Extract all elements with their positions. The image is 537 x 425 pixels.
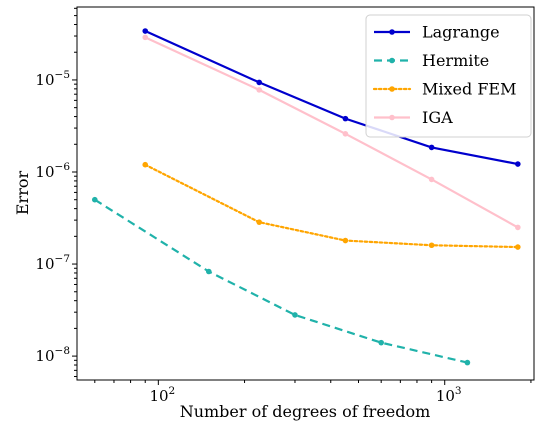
data-point bbox=[515, 224, 521, 231]
data-point bbox=[256, 87, 262, 93]
y-tick-label: 10−6 bbox=[35, 161, 70, 181]
legend-item: Mixed FEM bbox=[372, 80, 516, 99]
series-line bbox=[144, 163, 519, 249]
data-point bbox=[342, 115, 349, 122]
data-point bbox=[464, 359, 471, 366]
data-point bbox=[342, 237, 349, 244]
data-point bbox=[515, 161, 521, 167]
plot-area bbox=[91, 28, 521, 366]
data-point bbox=[256, 79, 262, 86]
y-tick-label: 10−5 bbox=[35, 69, 70, 89]
series-hermite bbox=[91, 196, 471, 366]
legend-label: Mixed FEM bbox=[422, 80, 516, 99]
x-tick-label: 103 bbox=[436, 385, 462, 405]
series-mixed-fem bbox=[142, 161, 521, 250]
data-point bbox=[428, 176, 435, 183]
legend-item: Lagrange bbox=[374, 23, 500, 42]
legend-box bbox=[365, 14, 532, 138]
legend-marker bbox=[389, 57, 395, 64]
data-point bbox=[292, 312, 298, 318]
x-tick-label: 102 bbox=[149, 385, 175, 405]
data-point bbox=[205, 268, 212, 275]
data-point bbox=[428, 144, 435, 151]
legend-item: Hermite bbox=[374, 51, 489, 70]
legend-label: IGA bbox=[422, 108, 453, 127]
legend-label: Lagrange bbox=[422, 23, 500, 42]
data-point bbox=[256, 219, 262, 225]
legend-marker bbox=[389, 29, 395, 35]
series-lagrange bbox=[142, 28, 521, 167]
data-point bbox=[91, 196, 98, 203]
legend-marker bbox=[389, 86, 395, 92]
data-point bbox=[515, 244, 521, 250]
data-point bbox=[142, 28, 149, 34]
data-point bbox=[142, 161, 149, 168]
legend-label: Hermite bbox=[422, 51, 489, 70]
plot-frame bbox=[76, 6, 535, 381]
data-point bbox=[378, 339, 384, 346]
legend: Lagrange Hermite Mixed FEM IGA bbox=[365, 14, 532, 138]
legend-item: IGA bbox=[374, 108, 453, 127]
data-point bbox=[428, 242, 435, 249]
axis-ticks: 102 103 10−8 10−7 10−6 10−5 bbox=[35, 7, 532, 405]
y-tick-label: 10−7 bbox=[35, 253, 70, 273]
y-axis-label: Error bbox=[13, 171, 32, 216]
legend-marker bbox=[389, 114, 395, 121]
series-iga bbox=[142, 34, 521, 231]
y-tick-label: 10−8 bbox=[35, 345, 70, 365]
series-line bbox=[94, 198, 468, 364]
x-axis-label: Number of degrees of freedom bbox=[180, 402, 431, 421]
data-point bbox=[142, 34, 149, 41]
data-point bbox=[342, 130, 349, 137]
